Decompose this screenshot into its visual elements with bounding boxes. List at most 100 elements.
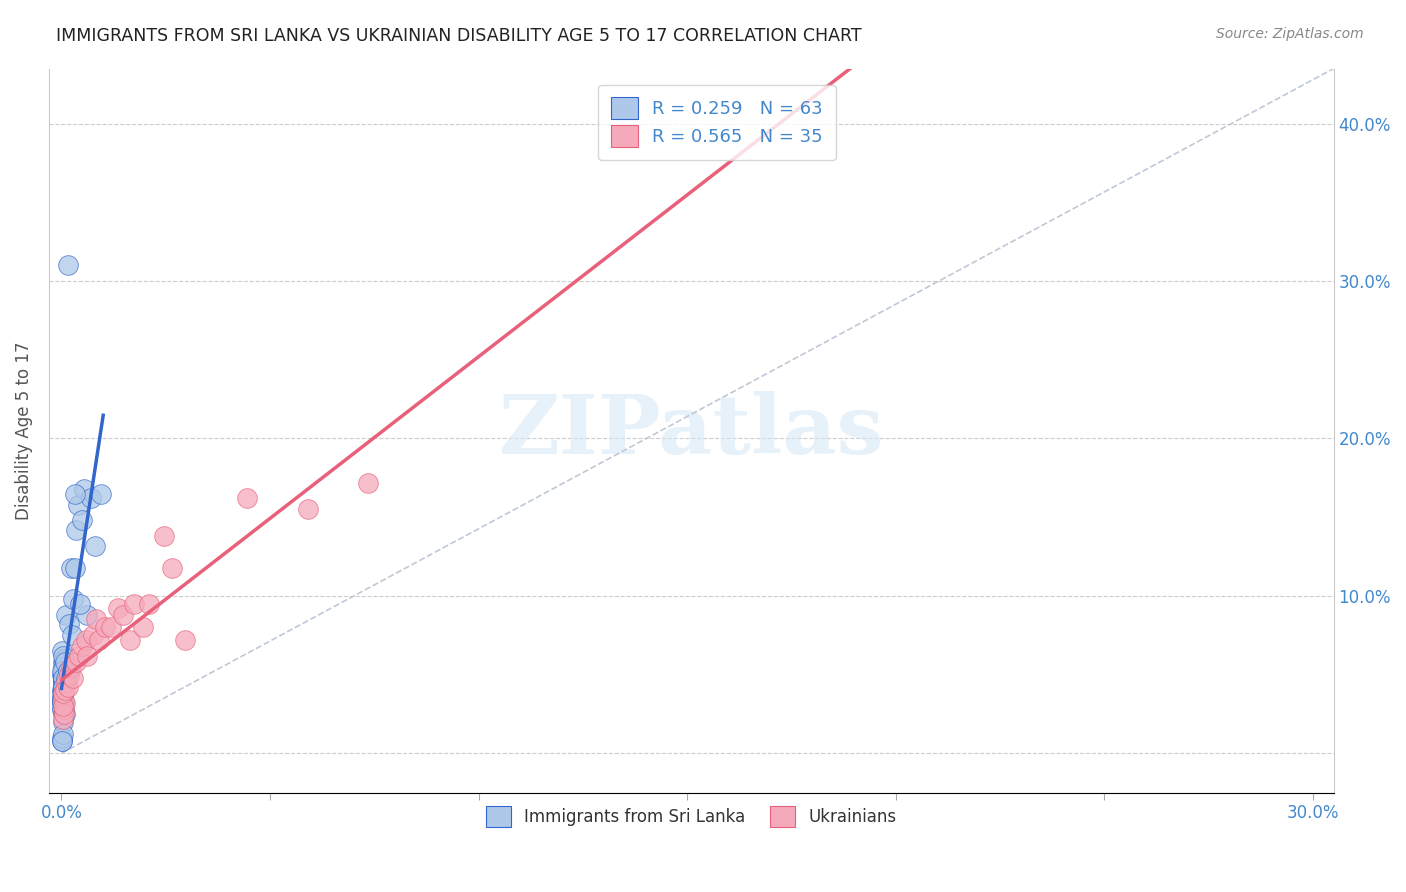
Point xyxy=(53,696,76,710)
Point xyxy=(62,592,84,607)
Point xyxy=(65,523,87,537)
Point xyxy=(87,632,110,647)
Point xyxy=(51,694,73,708)
Point xyxy=(138,597,160,611)
Point xyxy=(56,258,79,272)
Point xyxy=(84,612,107,626)
Point xyxy=(56,665,79,679)
Point xyxy=(51,686,73,700)
Point xyxy=(51,696,73,710)
Point xyxy=(52,671,75,685)
Legend: Immigrants from Sri Lanka, Ukrainians: Immigrants from Sri Lanka, Ukrainians xyxy=(478,798,905,835)
Point xyxy=(63,560,86,574)
Point xyxy=(120,632,142,647)
Point xyxy=(59,560,82,574)
Y-axis label: Disability Age 5 to 17: Disability Age 5 to 17 xyxy=(15,342,32,520)
Point xyxy=(51,644,73,658)
Point xyxy=(52,671,75,685)
Point xyxy=(51,691,73,706)
Point xyxy=(52,652,75,666)
Point xyxy=(52,706,75,721)
Point xyxy=(52,702,75,716)
Point xyxy=(51,696,73,710)
Text: IMMIGRANTS FROM SRI LANKA VS UKRAINIAN DISABILITY AGE 5 TO 17 CORRELATION CHART: IMMIGRANTS FROM SRI LANKA VS UKRAINIAN D… xyxy=(56,27,862,45)
Point xyxy=(52,680,75,694)
Point xyxy=(52,696,75,710)
Point xyxy=(58,667,80,681)
Point xyxy=(73,482,96,496)
Point xyxy=(160,560,183,574)
Point xyxy=(51,694,73,708)
Point xyxy=(52,686,75,700)
Point xyxy=(52,696,75,710)
Point xyxy=(52,691,75,706)
Point xyxy=(90,486,112,500)
Point xyxy=(53,706,76,721)
Point xyxy=(51,667,73,681)
Point xyxy=(52,675,75,690)
Point xyxy=(69,597,91,611)
Point xyxy=(76,607,98,622)
Point xyxy=(52,680,75,694)
Text: ZIPatlas: ZIPatlas xyxy=(499,391,884,471)
Point xyxy=(112,607,135,622)
Point xyxy=(52,665,75,679)
Point xyxy=(52,714,75,729)
Point xyxy=(52,671,75,685)
Point xyxy=(52,686,75,700)
Point xyxy=(52,683,75,698)
Point xyxy=(132,620,155,634)
Point xyxy=(76,648,98,663)
Point xyxy=(67,498,90,512)
Point xyxy=(55,675,77,690)
Point xyxy=(51,702,73,716)
Point xyxy=(52,686,75,700)
Point xyxy=(51,702,73,716)
Point xyxy=(53,683,76,698)
Point xyxy=(94,620,117,634)
Point xyxy=(52,691,75,706)
Point xyxy=(63,486,86,500)
Point xyxy=(236,491,259,506)
Point xyxy=(52,699,75,714)
Point xyxy=(52,659,75,673)
Point xyxy=(59,659,82,673)
Point xyxy=(52,706,75,721)
Point xyxy=(173,632,195,647)
Point xyxy=(52,655,75,669)
Text: Source: ZipAtlas.com: Source: ZipAtlas.com xyxy=(1216,27,1364,41)
Point xyxy=(51,733,73,747)
Point xyxy=(124,597,146,611)
Point xyxy=(56,680,79,694)
Point xyxy=(52,691,75,706)
Point xyxy=(67,648,90,663)
Point xyxy=(297,502,319,516)
Point xyxy=(51,665,73,679)
Point xyxy=(51,683,73,698)
Point xyxy=(62,671,84,685)
Point xyxy=(72,639,94,653)
Point xyxy=(52,712,75,726)
Point xyxy=(107,601,129,615)
Point xyxy=(52,671,75,685)
Point xyxy=(52,648,75,663)
Point xyxy=(79,491,101,506)
Point xyxy=(100,620,122,634)
Point xyxy=(357,475,380,490)
Point xyxy=(75,632,97,647)
Point xyxy=(152,529,174,543)
Point xyxy=(52,675,75,690)
Point xyxy=(51,731,73,745)
Point xyxy=(51,691,73,706)
Point xyxy=(55,607,77,622)
Point xyxy=(83,539,105,553)
Point xyxy=(51,733,73,747)
Point xyxy=(52,727,75,741)
Point xyxy=(82,628,104,642)
Point xyxy=(53,655,76,669)
Point xyxy=(52,680,75,694)
Point xyxy=(55,671,77,685)
Point xyxy=(58,617,80,632)
Point xyxy=(70,513,93,527)
Point xyxy=(52,686,75,700)
